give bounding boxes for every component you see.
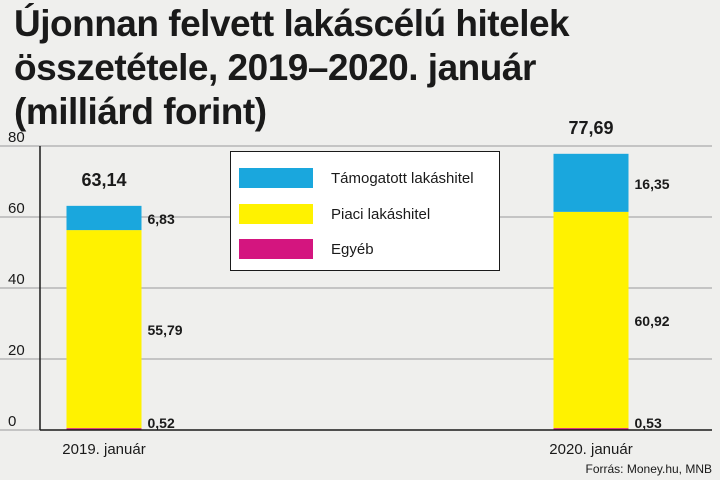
chart-legend: Támogatott lakáshitel Piaci lakáshitel E…	[230, 151, 500, 271]
bar-segment	[553, 428, 629, 430]
title-line-3: (milliárd forint)	[14, 91, 267, 132]
bar-segment	[66, 230, 142, 429]
y-tick-label: 80	[8, 129, 25, 146]
legend-item-other: Egyéb	[239, 237, 374, 261]
data-label: 60,92	[635, 313, 670, 329]
chart-title: Újonnan felvett lakáscélú hitelek összet…	[14, 2, 714, 134]
x-tick-label: 2020. január	[549, 441, 632, 458]
data-label: 55,79	[148, 322, 183, 338]
bar-segment	[66, 205, 142, 231]
source-note: Forrás: Money.hu, MNB	[585, 462, 712, 476]
total-label: 63,14	[81, 170, 126, 190]
legend-item-supported: Támogatott lakáshitel	[239, 166, 474, 190]
bar-segment	[66, 428, 142, 430]
legend-swatch-supported	[239, 168, 313, 188]
title-line-1: Újonnan felvett lakáscélú hitelek	[14, 3, 570, 44]
legend-label-market: Piaci lakáshitel	[331, 205, 431, 223]
data-label: 0,52	[148, 415, 175, 431]
data-label: 16,35	[635, 176, 670, 192]
y-tick-label: 20	[8, 342, 25, 359]
y-tick-label: 0	[8, 413, 16, 430]
bar-segment	[553, 211, 629, 429]
legend-item-market: Piaci lakáshitel	[239, 202, 430, 226]
legend-label-other: Egyéb	[331, 240, 374, 258]
x-tick-label: 2019. január	[62, 441, 145, 458]
bar-segment	[553, 153, 629, 212]
data-label: 0,53	[635, 415, 662, 431]
y-tick-label: 60	[8, 200, 25, 217]
data-label: 6,83	[148, 211, 175, 227]
y-tick-label: 40	[8, 271, 25, 288]
total-label: 77,69	[568, 118, 613, 138]
legend-swatch-other	[239, 239, 313, 259]
title-line-2: összetétele, 2019–2020. január	[14, 47, 536, 88]
legend-swatch-market	[239, 204, 313, 224]
legend-label-supported: Támogatott lakáshitel	[331, 169, 474, 187]
